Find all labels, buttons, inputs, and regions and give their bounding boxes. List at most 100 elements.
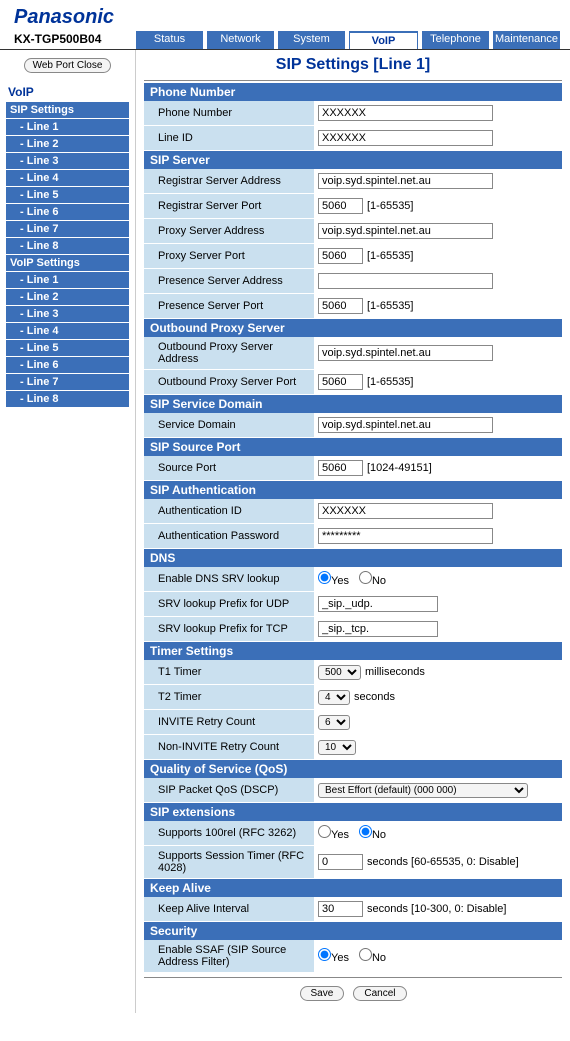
sidebar-item[interactable]: - Line 6 [6, 357, 129, 373]
sidebar-head-sip-settings[interactable]: SIP Settings [6, 102, 129, 118]
sidebar-item[interactable]: - Line 2 [6, 289, 129, 305]
radio-100rel-yes-label: Yes [331, 829, 349, 841]
radio-ssaf-yes[interactable] [318, 948, 331, 961]
hint-keepalive: seconds [10-300, 0: Disable] [367, 903, 506, 915]
section-keepalive: Keep Alive [144, 879, 562, 897]
radio-100rel-yes[interactable] [318, 825, 331, 838]
input-source-port[interactable] [318, 460, 363, 476]
section-security: Security [144, 922, 562, 940]
label-registrar-addr: Registrar Server Address [144, 169, 314, 193]
hint-source-port: [1024-49151] [367, 462, 432, 474]
input-registrar-port[interactable] [318, 198, 363, 214]
input-outbound-port[interactable] [318, 374, 363, 390]
label-t1: T1 Timer [144, 660, 314, 684]
hint-registrar-port: [1-65535] [367, 200, 413, 212]
input-auth-id[interactable] [318, 503, 493, 519]
sidebar-item[interactable]: - Line 2 [6, 136, 129, 152]
radio-dns-yes-label: Yes [331, 575, 349, 587]
model-number: KX-TGP500B04 [14, 32, 136, 49]
radio-ssaf-no-label: No [372, 952, 386, 964]
tab-telephone[interactable]: Telephone [422, 31, 489, 49]
label-srv-udp: SRV lookup Prefix for UDP [144, 592, 314, 616]
section-dns: DNS [144, 549, 562, 567]
input-proxy-port[interactable] [318, 248, 363, 264]
tab-system[interactable]: System [278, 31, 345, 49]
sidebar-item[interactable]: - Line 8 [6, 238, 129, 254]
label-noninvite-retry: Non-INVITE Retry Count [144, 735, 314, 759]
input-session-timer[interactable] [318, 854, 363, 870]
input-presence-addr[interactable] [318, 273, 493, 289]
input-service-domain[interactable] [318, 417, 493, 433]
main-content: SIP Settings [Line 1] Phone Number Phone… [136, 50, 570, 1013]
tab-maintenance[interactable]: Maintenance [493, 31, 560, 49]
radio-dns-yes[interactable] [318, 571, 331, 584]
input-phone-number[interactable] [318, 105, 493, 121]
label-presence-addr: Presence Server Address [144, 269, 314, 293]
sidebar-item[interactable]: - Line 1 [6, 119, 129, 135]
sidebar-item[interactable]: - Line 3 [6, 306, 129, 322]
section-sip-server: SIP Server [144, 151, 562, 169]
radio-dns-no-label: No [372, 575, 386, 587]
section-timer: Timer Settings [144, 642, 562, 660]
input-registrar-addr[interactable] [318, 173, 493, 189]
sidebar-section-title: VoIP [6, 83, 129, 101]
section-service-domain: SIP Service Domain [144, 395, 562, 413]
input-proxy-addr[interactable] [318, 223, 493, 239]
tab-network[interactable]: Network [207, 31, 274, 49]
label-outbound-port: Outbound Proxy Server Port [144, 370, 314, 394]
sidebar-item[interactable]: - Line 5 [6, 187, 129, 203]
sidebar-item[interactable]: - Line 7 [6, 374, 129, 390]
sidebar-item[interactable]: - Line 3 [6, 153, 129, 169]
sidebar-head-voip-settings[interactable]: VoIP Settings [6, 255, 129, 271]
label-source-port: Source Port [144, 456, 314, 480]
label-dns-enable: Enable DNS SRV lookup [144, 567, 314, 591]
sidebar: Web Port Close VoIP SIP Settings- Line 1… [0, 50, 136, 1013]
label-invite-retry: INVITE Retry Count [144, 710, 314, 734]
section-phone-number: Phone Number [144, 83, 562, 101]
input-srv-tcp[interactable] [318, 621, 438, 637]
radio-ssaf-yes-label: Yes [331, 952, 349, 964]
input-line-id[interactable] [318, 130, 493, 146]
section-source-port: SIP Source Port [144, 438, 562, 456]
input-auth-pwd[interactable] [318, 528, 493, 544]
section-sip-extensions: SIP extensions [144, 803, 562, 821]
label-session-timer: Supports Session Timer (RFC 4028) [144, 846, 314, 878]
sidebar-item[interactable]: - Line 5 [6, 340, 129, 356]
input-keepalive[interactable] [318, 901, 363, 917]
select-noninvite-retry[interactable]: 10 [318, 740, 356, 755]
select-t1[interactable]: 500 [318, 665, 361, 680]
sidebar-item[interactable]: - Line 1 [6, 272, 129, 288]
tab-voip[interactable]: VoIP [349, 31, 418, 49]
input-srv-udp[interactable] [318, 596, 438, 612]
sidebar-item[interactable]: - Line 8 [6, 391, 129, 407]
select-t2[interactable]: 4 [318, 690, 350, 705]
brand-logo: Panasonic [0, 0, 570, 31]
sidebar-item[interactable]: - Line 4 [6, 323, 129, 339]
tab-status[interactable]: Status [136, 31, 203, 49]
radio-ssaf-no[interactable] [359, 948, 372, 961]
label-t2: T2 Timer [144, 685, 314, 709]
radio-100rel-no[interactable] [359, 825, 372, 838]
unit-t1: milliseconds [365, 666, 425, 678]
radio-dns-no[interactable] [359, 571, 372, 584]
unit-t2: seconds [354, 691, 395, 703]
cancel-button[interactable]: Cancel [353, 986, 406, 1001]
sidebar-item[interactable]: - Line 7 [6, 221, 129, 237]
label-dscp: SIP Packet QoS (DSCP) [144, 778, 314, 802]
label-line-id: Line ID [144, 126, 314, 150]
radio-100rel-no-label: No [372, 829, 386, 841]
input-outbound-addr[interactable] [318, 345, 493, 361]
section-qos: Quality of Service (QoS) [144, 760, 562, 778]
select-invite-retry[interactable]: 6 [318, 715, 350, 730]
page-title: SIP Settings [Line 1] [144, 54, 562, 80]
select-dscp[interactable]: Best Effort (default) (000 000) [318, 783, 528, 798]
sidebar-item[interactable]: - Line 4 [6, 170, 129, 186]
sidebar-item[interactable]: - Line 6 [6, 204, 129, 220]
save-button[interactable]: Save [300, 986, 345, 1001]
label-proxy-port: Proxy Server Port [144, 244, 314, 268]
label-presence-port: Presence Server Port [144, 294, 314, 318]
web-port-close-button[interactable]: Web Port Close [24, 58, 112, 73]
input-presence-port[interactable] [318, 298, 363, 314]
label-outbound-addr: Outbound Proxy Server Address [144, 337, 314, 369]
label-phone-number: Phone Number [144, 101, 314, 125]
